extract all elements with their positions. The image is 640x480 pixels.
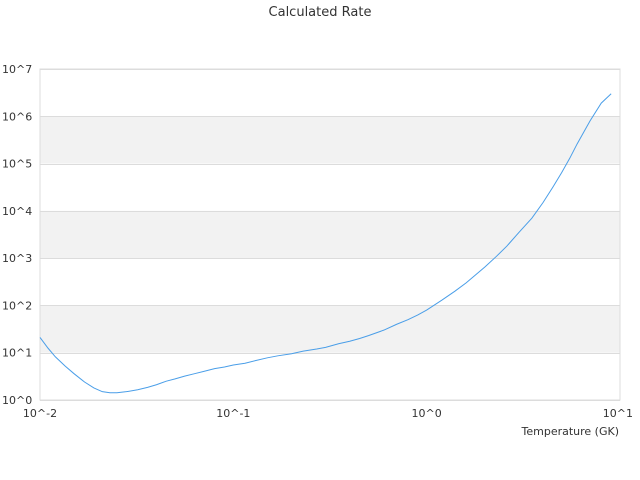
y-tick-label: 10^0 [2, 394, 32, 407]
y-tick-label: 10^6 [2, 110, 32, 123]
y-tick-label: 10^1 [2, 347, 32, 360]
y-tick-label: 10^3 [2, 252, 32, 265]
alternating-bands [40, 116, 620, 353]
y-tick-label: 10^2 [2, 299, 32, 312]
y-tick-label: 10^4 [2, 205, 32, 218]
rate-series-line [39, 93, 612, 394]
grid-band [40, 210, 620, 259]
grid-band [40, 116, 620, 164]
x-tick-label: 10^1 [603, 407, 633, 420]
plot-area-border [39, 68, 621, 401]
y-tick-label: 10^7 [2, 63, 32, 76]
x-tick-label: 10^-1 [216, 407, 250, 420]
chart-title: Calculated Rate [269, 5, 372, 20]
x-tick-label: 10^0 [412, 407, 442, 420]
x-axis-tick-labels: 10^-2 10^-1 10^0 10^1 [23, 407, 633, 420]
grid-band [40, 305, 620, 353]
series-layer [39, 93, 612, 394]
y-tick-label: 10^5 [2, 158, 32, 171]
y-axis-tick-labels: 10^0 10^1 10^2 10^3 10^4 10^5 10^6 10^7 [2, 63, 32, 407]
x-tick-label: 10^-2 [23, 407, 57, 420]
x-axis-title: Temperature (GK) [521, 425, 620, 438]
